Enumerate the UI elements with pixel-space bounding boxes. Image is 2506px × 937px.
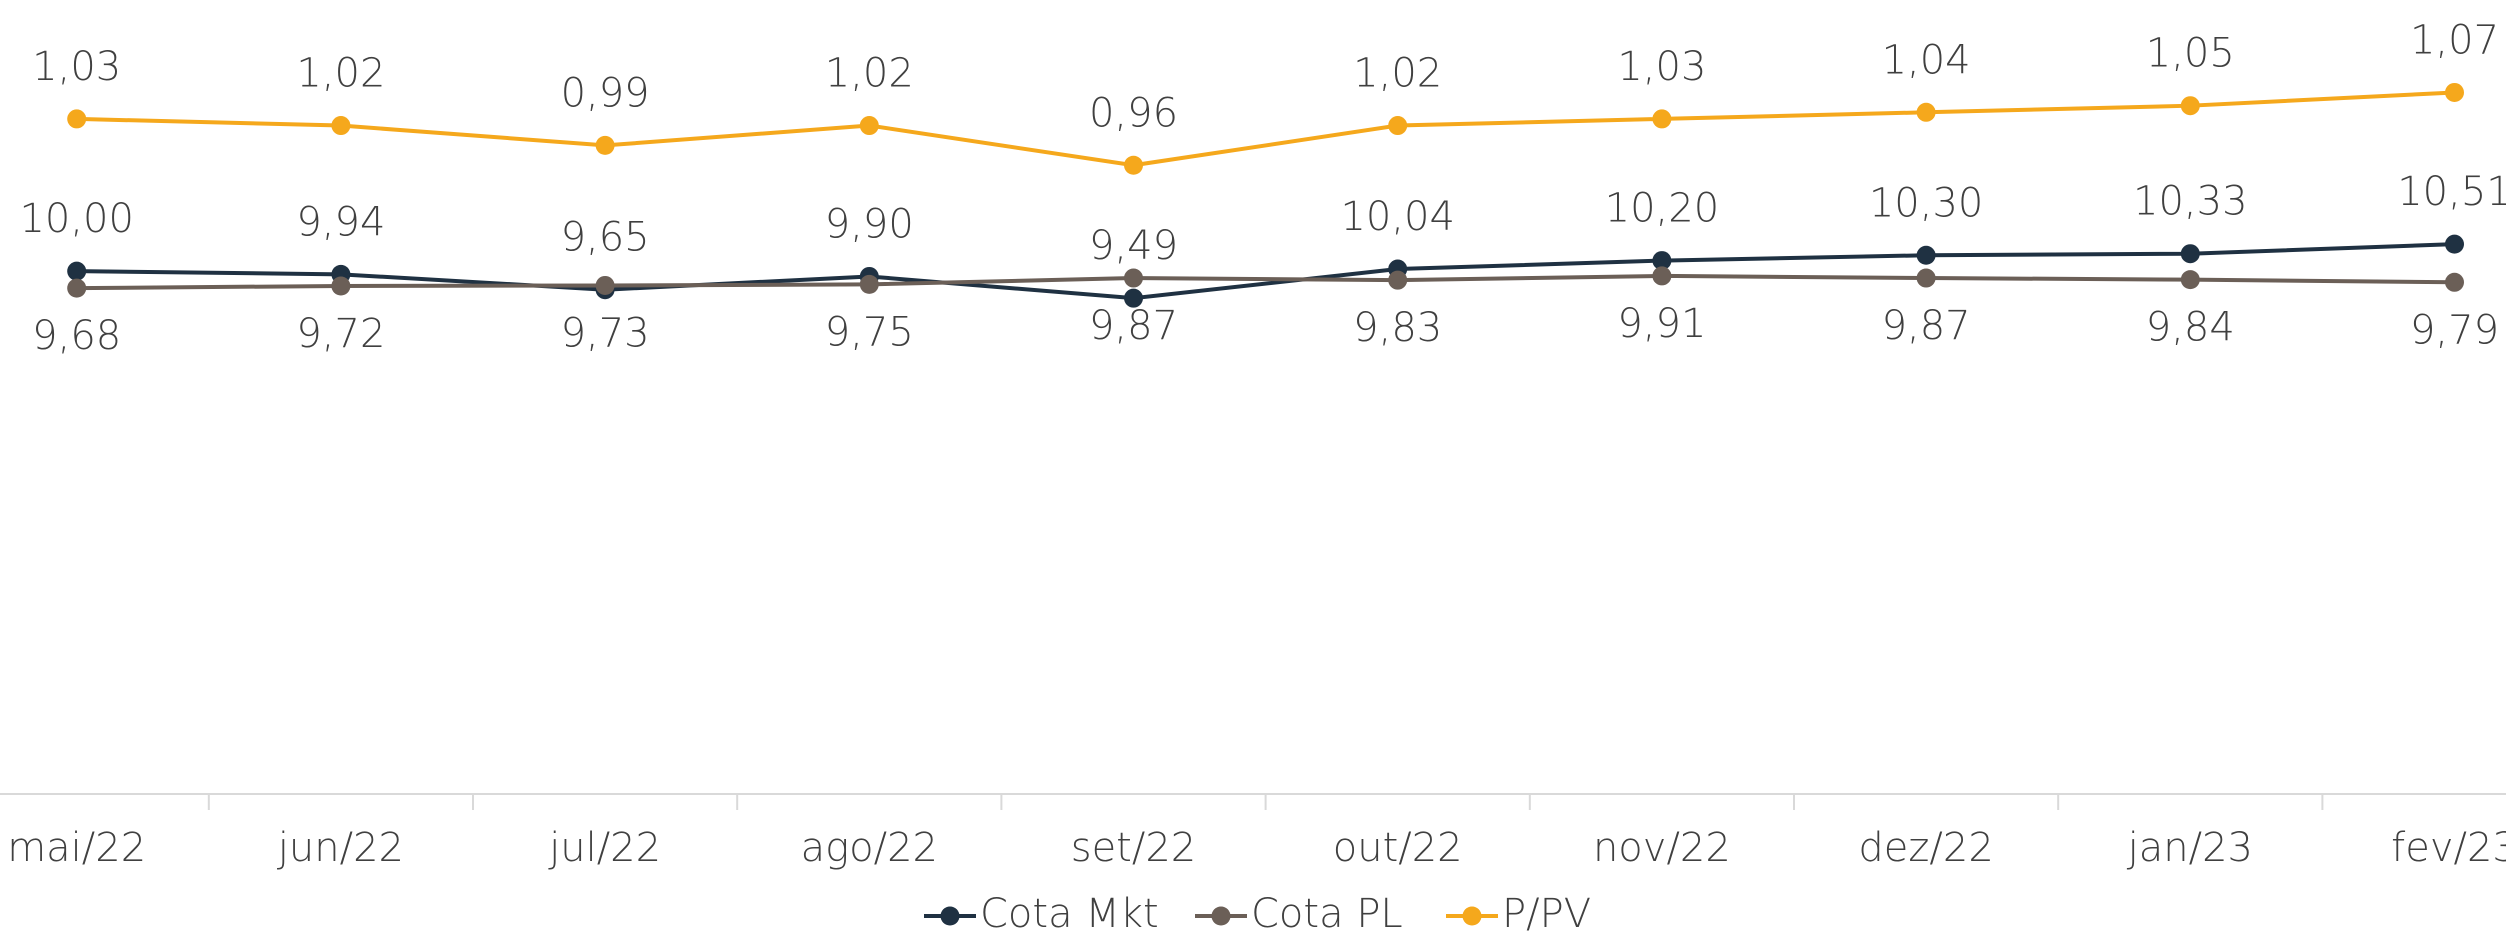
- point: [2445, 82, 2464, 102]
- data-label: 10,00: [19, 196, 134, 242]
- point: [67, 261, 87, 281]
- data-label: 1,05: [2146, 31, 2235, 77]
- x-tick-label: jun/22: [277, 825, 404, 871]
- point: [67, 109, 87, 129]
- point: [2180, 270, 2200, 290]
- legend-label: P/PV: [1502, 891, 1591, 937]
- x-tick-label: fev/23: [2391, 825, 2506, 871]
- x-tick-label: ago/22: [801, 825, 938, 871]
- data-label: 9,72: [296, 311, 385, 357]
- series-line: [76, 90, 2455, 168]
- data-label: 9,94: [296, 199, 385, 245]
- point: [859, 116, 879, 136]
- data-label: 1,04: [1882, 37, 1971, 83]
- point: [1124, 155, 1143, 175]
- x-tick-label: set/22: [1071, 825, 1197, 871]
- legend-marker: [1211, 906, 1231, 926]
- data-label: 10,33: [2133, 179, 2248, 225]
- x-tick-label: mai/22: [7, 825, 146, 871]
- data-label: 0,99: [561, 70, 650, 116]
- data-label: 1,07: [2410, 17, 2499, 63]
- data-label: 9,68: [32, 313, 121, 359]
- point: [1388, 116, 1408, 136]
- point: [67, 278, 87, 298]
- series-line: [76, 273, 2455, 291]
- data-label: 9,65: [561, 215, 650, 261]
- data-label: 9,83: [1353, 305, 1442, 351]
- data-label: 10,51: [2397, 169, 2506, 215]
- data-label: 10,04: [1340, 194, 1455, 240]
- data-label: 9,73: [561, 310, 650, 356]
- point: [1916, 102, 1936, 122]
- point: [1652, 109, 1672, 129]
- data-label: 9,90: [825, 201, 914, 247]
- point: [1916, 268, 1936, 288]
- data-label: 1,02: [296, 51, 385, 97]
- data-label: 9,75: [825, 309, 914, 355]
- data-label: 1,02: [1353, 51, 1442, 97]
- data-label: 9,79: [2410, 307, 2499, 353]
- point: [1124, 268, 1143, 288]
- data-label: 0,96: [1089, 90, 1178, 136]
- point: [2180, 244, 2200, 264]
- point: [1388, 270, 1408, 290]
- point: [2445, 234, 2464, 254]
- point: [1652, 266, 1672, 286]
- data-label: 9,87: [1882, 303, 1971, 349]
- x-tick-label: dez/22: [1858, 825, 1993, 871]
- legend-marker: [940, 906, 960, 926]
- point: [595, 135, 615, 155]
- data-label: 1,02: [825, 51, 914, 97]
- point: [1652, 251, 1672, 271]
- series-line: [76, 242, 2455, 301]
- legend-label: Cota Mkt: [980, 891, 1159, 937]
- x-tick-label: jan/23: [2127, 825, 2253, 871]
- point: [595, 275, 615, 295]
- data-label: 10,30: [1869, 180, 1984, 226]
- point: [859, 274, 879, 294]
- x-tick-label: jul/22: [548, 825, 661, 871]
- data-label: 1,03: [1617, 44, 1706, 90]
- legend-label: Cota PL: [1251, 891, 1403, 937]
- data-label: 9,87: [1089, 303, 1178, 349]
- legend-marker: [1462, 906, 1482, 926]
- x-tick-label: nov/22: [1593, 825, 1731, 871]
- data-label: 9,49: [1089, 223, 1178, 269]
- point: [331, 116, 351, 136]
- data-label: 9,91: [1617, 301, 1706, 347]
- point: [1124, 288, 1143, 308]
- point: [331, 276, 351, 296]
- x-tick-label: out/22: [1333, 825, 1463, 871]
- point: [2180, 96, 2200, 116]
- data-label: 9,84: [2146, 305, 2235, 351]
- data-label: 1,03: [32, 44, 121, 90]
- point: [1916, 245, 1936, 265]
- point: [2445, 272, 2464, 292]
- data-label: 10,20: [1605, 186, 1720, 232]
